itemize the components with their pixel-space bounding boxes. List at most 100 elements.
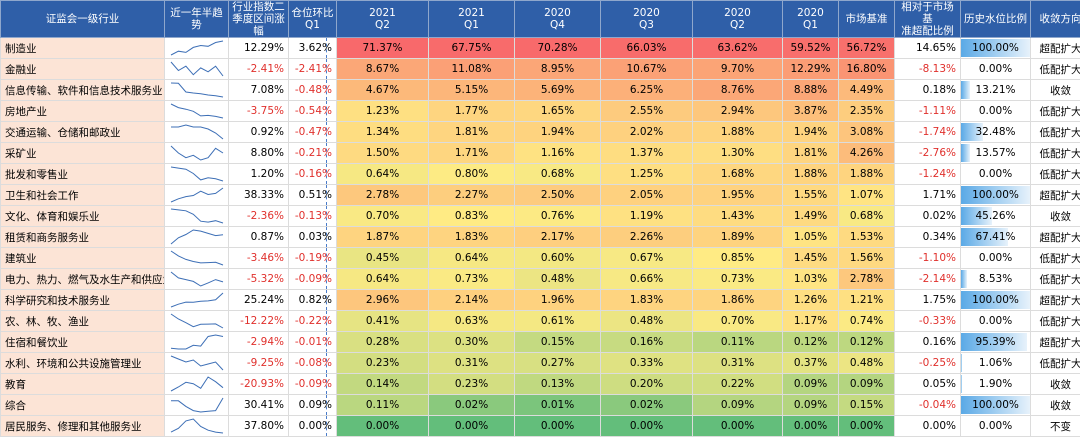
qoq-cell: -0.09% bbox=[289, 374, 337, 395]
position-cell-q2020-4: 0.76% bbox=[515, 206, 601, 227]
direction-cell: 低配扩大 bbox=[1031, 311, 1080, 332]
position-cell-q2021-1: 2.27% bbox=[429, 185, 515, 206]
hist-level-cell-text: 100.00% bbox=[972, 189, 1019, 201]
industry-name: 电力、热力、燃气及水生产和供应业 bbox=[1, 269, 165, 290]
position-cell-q2021-2-text: 1.50% bbox=[366, 147, 399, 159]
industry-name-text: 制造业 bbox=[5, 43, 37, 55]
position-cell-q2021-2-text: 0.64% bbox=[366, 168, 399, 180]
over-ratio-cell: 0.05% bbox=[895, 374, 961, 395]
position-cell-q2020-2-text: 0.73% bbox=[721, 273, 754, 285]
position-cell-q2021-2: 0.00% bbox=[337, 416, 429, 437]
position-cell-q2020-4: 0.00% bbox=[515, 416, 601, 437]
position-cell-q2020-2-text: 1.89% bbox=[721, 231, 754, 243]
position-cell-benchmark: 1.53% bbox=[839, 227, 895, 248]
direction-cell-text: 收敛 bbox=[1050, 400, 1071, 412]
sparkline-svg bbox=[169, 354, 225, 372]
sparkline-line bbox=[171, 230, 223, 244]
position-cell-q2020-4: 0.27% bbox=[515, 353, 601, 374]
industry-name-text: 信息传输、软件和信息技术服务业 bbox=[5, 85, 163, 97]
header-2020q1: 2020 Q1 bbox=[783, 1, 839, 38]
qoq-cell-text: -0.16% bbox=[295, 168, 332, 180]
position-cell-q2021-1: 5.15% bbox=[429, 80, 515, 101]
position-cell-q2020-2-text: 9.70% bbox=[721, 63, 754, 75]
position-cell-q2020-2-text: 1.95% bbox=[721, 189, 754, 201]
position-cell-q2020-2: 2.94% bbox=[693, 101, 783, 122]
qoq-cell-text: -0.19% bbox=[295, 252, 332, 264]
over-ratio-cell-text: -1.11% bbox=[919, 105, 956, 117]
position-cell-q2021-2: 8.67% bbox=[337, 59, 429, 80]
position-cell-q2020-2-text: 0.85% bbox=[721, 252, 754, 264]
industry-name: 教育 bbox=[1, 374, 165, 395]
position-cell-q2020-3-text: 1.25% bbox=[630, 168, 663, 180]
position-cell-q2021-1: 0.64% bbox=[429, 248, 515, 269]
direction-cell-text: 低配扩大 bbox=[1040, 274, 1080, 286]
position-cell-q2021-2-text: 0.23% bbox=[366, 357, 399, 369]
position-cell-q2020-2-text: 2.94% bbox=[721, 105, 754, 117]
header-row: 证监会一级行业 近一年半趋势 行业指数二 季度区间涨 幅 仓位环比 Q1 202… bbox=[1, 1, 1080, 38]
sparkline-line bbox=[171, 167, 223, 181]
direction-cell: 超配扩大 bbox=[1031, 290, 1080, 311]
industry-name-text: 建筑业 bbox=[5, 253, 37, 265]
qoq-cell: -0.22% bbox=[289, 311, 337, 332]
position-cell-q2020-2: 1.86% bbox=[693, 290, 783, 311]
trend-sparkline bbox=[165, 101, 229, 122]
q2-change-cell-text: 7.08% bbox=[251, 84, 284, 96]
header-hist-level: 历史水位比例 bbox=[961, 1, 1031, 38]
position-cell-q2020-1-text: 1.49% bbox=[794, 210, 827, 222]
position-cell-q2020-2: 0.70% bbox=[693, 311, 783, 332]
industry-name-text: 卫生和社会工作 bbox=[5, 190, 79, 202]
direction-cell-text: 超配扩大 bbox=[1040, 337, 1080, 349]
direction-cell-text: 不变 bbox=[1050, 421, 1071, 433]
position-cell-q2020-1: 1.26% bbox=[783, 290, 839, 311]
position-cell-benchmark: 56.72% bbox=[839, 38, 895, 59]
direction-cell: 低配扩大 bbox=[1031, 122, 1080, 143]
industry-name-text: 房地产业 bbox=[5, 106, 47, 118]
hist-level-cell-text: 0.00% bbox=[979, 315, 1012, 327]
industry-name-text: 农、林、牧、渔业 bbox=[5, 316, 89, 328]
q2-change-cell: -12.22% bbox=[229, 311, 289, 332]
direction-cell-text: 低配扩大 bbox=[1040, 64, 1080, 76]
header-trend: 近一年半趋势 bbox=[165, 1, 229, 38]
direction-cell: 收敛 bbox=[1031, 395, 1080, 416]
position-cell-q2020-2: 1.43% bbox=[693, 206, 783, 227]
position-cell-q2020-4-text: 0.48% bbox=[541, 273, 574, 285]
qoq-cell: -0.01% bbox=[289, 332, 337, 353]
position-cell-q2020-3: 0.16% bbox=[601, 332, 693, 353]
hist-level-cell: 1.06% bbox=[961, 353, 1031, 374]
position-cell-q2020-1-text: 0.09% bbox=[794, 399, 827, 411]
position-cell-benchmark-text: 16.80% bbox=[846, 63, 886, 75]
table-row: 建筑业-3.46%-0.19%0.45%0.64%0.60%0.67%0.85%… bbox=[1, 248, 1080, 269]
industry-name-text: 批发和零售业 bbox=[5, 169, 68, 181]
over-ratio-cell-text: -0.04% bbox=[919, 399, 956, 411]
position-cell-q2020-3: 1.37% bbox=[601, 143, 693, 164]
industry-name: 水利、环境和公共设施管理业 bbox=[1, 353, 165, 374]
direction-cell: 超配扩大 bbox=[1031, 227, 1080, 248]
position-cell-q2020-2-text: 1.68% bbox=[721, 168, 754, 180]
over-ratio-cell: -2.76% bbox=[895, 143, 961, 164]
q2-change-cell-text: -5.32% bbox=[247, 273, 284, 285]
header-2020q2: 2020 Q2 bbox=[693, 1, 783, 38]
position-cell-q2020-1-text: 12.29% bbox=[790, 63, 830, 75]
industry-name-text: 文化、体育和娱乐业 bbox=[5, 211, 100, 223]
position-cell-benchmark: 2.78% bbox=[839, 269, 895, 290]
q2-change-cell: -2.36% bbox=[229, 206, 289, 227]
position-cell-benchmark: 3.08% bbox=[839, 122, 895, 143]
position-cell-benchmark-text: 2.78% bbox=[850, 273, 883, 285]
industry-name: 信息传输、软件和信息技术服务业 bbox=[1, 80, 165, 101]
industry-name: 租赁和商务服务业 bbox=[1, 227, 165, 248]
position-cell-q2020-1-text: 0.09% bbox=[794, 378, 827, 390]
hist-level-cell: 32.48% bbox=[961, 122, 1031, 143]
hist-level-cell: 0.00% bbox=[961, 59, 1031, 80]
position-cell-q2020-4: 1.16% bbox=[515, 143, 601, 164]
q2-change-cell: 7.08% bbox=[229, 80, 289, 101]
position-cell-q2021-2: 1.34% bbox=[337, 122, 429, 143]
position-cell-q2020-4-text: 0.15% bbox=[541, 336, 574, 348]
position-cell-q2020-1-text: 1.05% bbox=[794, 231, 827, 243]
position-cell-q2021-1: 1.83% bbox=[429, 227, 515, 248]
trend-sparkline bbox=[165, 80, 229, 101]
position-cell-q2021-2: 2.78% bbox=[337, 185, 429, 206]
header-2020q4: 2020 Q4 bbox=[515, 1, 601, 38]
position-cell-q2021-2: 0.70% bbox=[337, 206, 429, 227]
over-ratio-cell-text: 0.05% bbox=[923, 378, 956, 390]
